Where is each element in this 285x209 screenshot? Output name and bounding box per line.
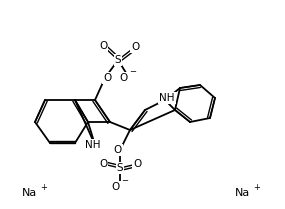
Text: S: S (117, 163, 123, 173)
Text: O: O (99, 159, 107, 169)
Text: S: S (115, 55, 121, 65)
Text: Na: Na (235, 188, 250, 198)
Text: Na: Na (22, 188, 37, 198)
Text: +: + (253, 184, 260, 192)
Text: O: O (131, 42, 139, 52)
Text: O: O (112, 182, 120, 192)
Text: −: − (129, 68, 137, 76)
Text: O: O (99, 41, 107, 51)
Text: NH: NH (159, 93, 175, 103)
Text: NH: NH (85, 140, 101, 150)
Text: O: O (133, 159, 141, 169)
Text: O: O (114, 145, 122, 155)
Text: O: O (103, 73, 111, 83)
Text: O: O (120, 73, 128, 83)
Text: −: − (121, 176, 129, 186)
Text: +: + (40, 184, 47, 192)
